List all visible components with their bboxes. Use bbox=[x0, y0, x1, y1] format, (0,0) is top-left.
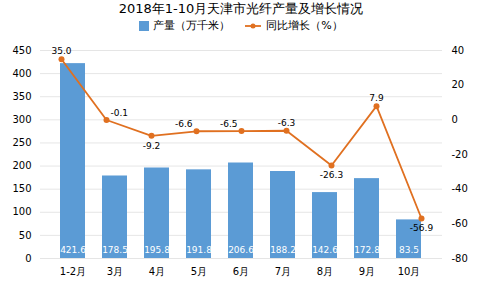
svg-text:100: 100 bbox=[12, 206, 31, 217]
svg-text:50: 50 bbox=[19, 230, 32, 241]
svg-text:-20: -20 bbox=[452, 149, 468, 160]
svg-text:191.8: 191.8 bbox=[186, 245, 212, 255]
svg-text:0: 0 bbox=[452, 114, 458, 125]
svg-text:5月: 5月 bbox=[191, 266, 207, 277]
html-text:产量（万千米）: 产量（万千米） bbox=[153, 19, 231, 32]
html-text:2018年1-10月天津市光纤产量及增长情况: 2018年1-10月天津市光纤产量及增长情况 bbox=[118, 1, 364, 16]
svg-text:-6.5: -6.5 bbox=[220, 119, 238, 129]
svg-text:-0.1: -0.1 bbox=[111, 108, 129, 118]
svg-text:-60: -60 bbox=[452, 218, 468, 229]
svg-text:-9.2: -9.2 bbox=[143, 141, 161, 151]
svg-text:-80: -80 bbox=[452, 253, 468, 264]
svg-text:300: 300 bbox=[12, 114, 31, 125]
svg-text:195.8: 195.8 bbox=[144, 245, 170, 255]
svg-text:450: 450 bbox=[12, 45, 31, 56]
svg-text:7.9: 7.9 bbox=[369, 93, 384, 103]
html-text:同比增长（%）: 同比增长（%） bbox=[266, 19, 343, 32]
svg-text:400: 400 bbox=[12, 68, 31, 79]
svg-text:3月: 3月 bbox=[107, 266, 123, 277]
svg-text:250: 250 bbox=[12, 137, 31, 148]
svg-text:-26.3: -26.3 bbox=[320, 170, 343, 180]
svg-text:172.8: 172.8 bbox=[354, 245, 380, 255]
svg-text:40: 40 bbox=[452, 45, 465, 56]
svg-text:-6.3: -6.3 bbox=[278, 118, 296, 128]
svg-text:9月: 9月 bbox=[359, 266, 375, 277]
svg-text:7月: 7月 bbox=[275, 266, 291, 277]
svg-text:188.2: 188.2 bbox=[270, 245, 296, 255]
svg-text:35.0: 35.0 bbox=[51, 46, 71, 56]
svg-text:150: 150 bbox=[12, 183, 31, 194]
svg-text:6月: 6月 bbox=[233, 266, 249, 277]
svg-text:350: 350 bbox=[12, 91, 31, 102]
svg-text:-40: -40 bbox=[452, 183, 468, 194]
svg-text:200: 200 bbox=[12, 160, 31, 171]
svg-text:10月: 10月 bbox=[398, 266, 421, 277]
svg-text:-56.9: -56.9 bbox=[410, 223, 434, 233]
svg-text:83.5: 83.5 bbox=[399, 245, 419, 255]
svg-text:206.6: 206.6 bbox=[228, 245, 254, 255]
svg-text:1-2月: 1-2月 bbox=[60, 266, 86, 277]
svg-text:20: 20 bbox=[452, 79, 465, 90]
svg-text:0: 0 bbox=[25, 253, 31, 264]
svg-text:178.5: 178.5 bbox=[102, 245, 128, 255]
svg-text:421.6: 421.6 bbox=[60, 245, 86, 255]
svg-text:8月: 8月 bbox=[317, 266, 333, 277]
svg-text:4月: 4月 bbox=[149, 266, 165, 277]
svg-text:142.6: 142.6 bbox=[312, 245, 338, 255]
svg-text:-6.6: -6.6 bbox=[175, 119, 193, 129]
